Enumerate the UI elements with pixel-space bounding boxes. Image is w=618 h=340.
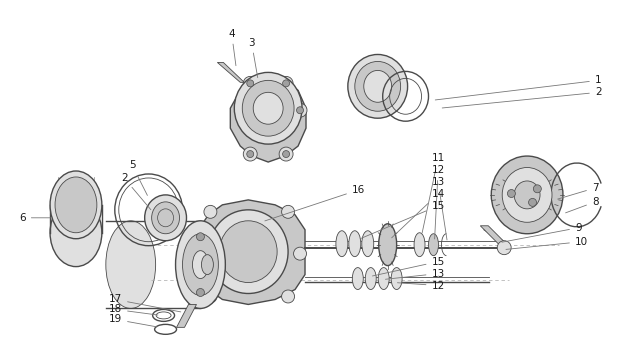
Ellipse shape bbox=[242, 80, 294, 136]
Text: 12: 12 bbox=[397, 280, 445, 290]
Circle shape bbox=[197, 289, 205, 296]
Text: 1: 1 bbox=[435, 75, 601, 100]
Ellipse shape bbox=[497, 241, 511, 255]
Text: 5: 5 bbox=[129, 160, 148, 195]
Polygon shape bbox=[198, 200, 305, 304]
Text: 2: 2 bbox=[121, 173, 151, 210]
Ellipse shape bbox=[502, 168, 552, 222]
Text: 3: 3 bbox=[248, 37, 258, 78]
Circle shape bbox=[282, 80, 290, 87]
Text: 6: 6 bbox=[19, 213, 50, 223]
Circle shape bbox=[247, 151, 254, 157]
Ellipse shape bbox=[514, 181, 540, 209]
Polygon shape bbox=[480, 226, 507, 245]
Circle shape bbox=[282, 205, 295, 218]
Ellipse shape bbox=[176, 221, 226, 308]
Ellipse shape bbox=[151, 202, 180, 234]
Ellipse shape bbox=[201, 255, 213, 275]
Ellipse shape bbox=[253, 92, 283, 124]
Ellipse shape bbox=[362, 231, 374, 257]
Text: 13: 13 bbox=[431, 177, 447, 240]
Ellipse shape bbox=[192, 251, 208, 278]
Text: 15: 15 bbox=[373, 257, 445, 276]
Ellipse shape bbox=[348, 54, 408, 118]
Ellipse shape bbox=[379, 224, 397, 266]
Circle shape bbox=[282, 151, 290, 157]
Text: 14: 14 bbox=[392, 189, 445, 238]
Ellipse shape bbox=[208, 210, 288, 293]
Ellipse shape bbox=[349, 231, 361, 257]
Circle shape bbox=[197, 233, 205, 241]
Ellipse shape bbox=[352, 268, 363, 289]
Ellipse shape bbox=[50, 171, 102, 239]
Text: 16: 16 bbox=[265, 185, 365, 221]
Text: 17: 17 bbox=[109, 294, 181, 312]
Ellipse shape bbox=[378, 268, 389, 289]
Ellipse shape bbox=[50, 199, 102, 267]
Circle shape bbox=[279, 76, 293, 90]
Polygon shape bbox=[231, 74, 306, 162]
Text: 15: 15 bbox=[360, 201, 445, 239]
Circle shape bbox=[243, 76, 257, 90]
Circle shape bbox=[243, 147, 257, 161]
Ellipse shape bbox=[491, 156, 563, 234]
Text: 7: 7 bbox=[557, 183, 598, 199]
Circle shape bbox=[247, 80, 254, 87]
Text: 8: 8 bbox=[565, 197, 598, 213]
Text: 19: 19 bbox=[109, 314, 157, 327]
Polygon shape bbox=[218, 63, 244, 82]
Text: 13: 13 bbox=[386, 269, 445, 279]
Circle shape bbox=[533, 185, 541, 193]
Ellipse shape bbox=[428, 234, 438, 256]
Ellipse shape bbox=[182, 234, 218, 295]
Circle shape bbox=[297, 107, 303, 114]
Ellipse shape bbox=[336, 231, 348, 257]
Circle shape bbox=[282, 290, 295, 303]
Circle shape bbox=[294, 247, 307, 260]
Ellipse shape bbox=[55, 177, 97, 233]
Circle shape bbox=[204, 290, 217, 303]
Text: 4: 4 bbox=[228, 29, 236, 66]
Circle shape bbox=[279, 147, 293, 161]
Circle shape bbox=[507, 189, 515, 198]
Ellipse shape bbox=[145, 195, 187, 241]
Ellipse shape bbox=[365, 268, 376, 289]
Ellipse shape bbox=[414, 233, 425, 257]
Ellipse shape bbox=[219, 221, 277, 283]
Text: 11: 11 bbox=[422, 153, 445, 233]
Polygon shape bbox=[177, 304, 197, 327]
Text: 18: 18 bbox=[109, 304, 158, 315]
Text: 9: 9 bbox=[502, 223, 582, 242]
Text: 10: 10 bbox=[506, 237, 588, 250]
Text: 12: 12 bbox=[431, 165, 445, 239]
Text: 2: 2 bbox=[442, 87, 601, 108]
Circle shape bbox=[293, 103, 307, 117]
Ellipse shape bbox=[106, 221, 156, 308]
Ellipse shape bbox=[355, 62, 400, 111]
Circle shape bbox=[204, 205, 217, 218]
Ellipse shape bbox=[364, 70, 392, 102]
Ellipse shape bbox=[391, 268, 402, 289]
Circle shape bbox=[528, 199, 536, 206]
Ellipse shape bbox=[234, 72, 302, 144]
